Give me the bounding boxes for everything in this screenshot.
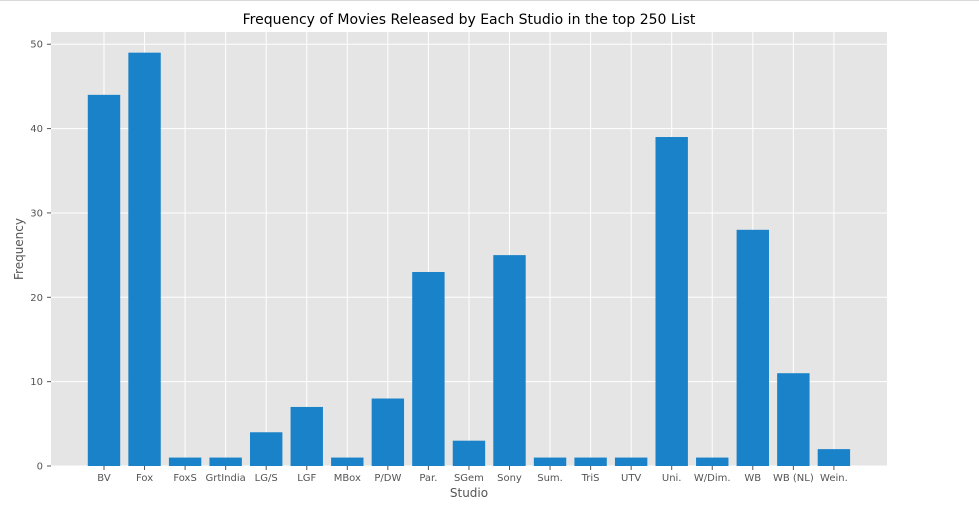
x-tick-label: WB — [744, 473, 761, 484]
bar-lg-s — [250, 432, 283, 466]
x-tick-label: Sony — [497, 473, 522, 484]
x-tick-label: LGF — [297, 473, 316, 484]
x-tick-label: P/DW — [374, 473, 401, 484]
x-tick-label: TriS — [581, 473, 600, 484]
y-tick-label: 20 — [30, 293, 43, 304]
y-tick-label: 10 — [30, 377, 43, 388]
bar-grtindia — [209, 457, 242, 466]
bar-lgf — [290, 406, 323, 466]
x-tick-label: Uni. — [662, 473, 682, 484]
top-rule — [0, 0, 979, 1]
x-tick-label: FoxS — [173, 473, 196, 484]
bar-bv — [87, 94, 121, 466]
chart-title: Frequency of Movies Released by Each Stu… — [243, 12, 696, 28]
bar-sony — [493, 255, 526, 466]
x-tick-label: Sum. — [537, 473, 563, 484]
bar-uni — [655, 137, 688, 467]
bar-wein — [817, 449, 851, 466]
x-tick-label: Fox — [136, 473, 153, 484]
bar-wb — [736, 229, 769, 466]
bar-par — [412, 271, 445, 466]
y-tick-label: 30 — [30, 208, 43, 219]
x-tick-label: GrtIndia — [205, 473, 245, 484]
y-axis-ticks: 0 10 20 30 40 50 — [30, 40, 51, 473]
y-tick-label: 40 — [30, 124, 43, 135]
x-tick-label: LG/S — [255, 473, 278, 484]
bars — [87, 52, 851, 467]
bar-sum — [533, 457, 567, 466]
x-tick-label: SGem — [454, 473, 484, 484]
x-tick-label: BV — [97, 473, 111, 484]
x-tick-label: UTV — [621, 473, 641, 484]
bar-wb-nl — [777, 373, 810, 466]
bar-utv — [614, 457, 648, 466]
bar-p-dw — [371, 398, 405, 466]
bar-sgem — [452, 440, 486, 466]
bar-tris — [574, 457, 607, 466]
y-axis-label: Frequency — [12, 218, 26, 280]
x-tick-label: MBox — [334, 473, 361, 484]
x-tick-label: Par. — [419, 473, 437, 484]
bar-w-dim — [696, 457, 729, 466]
y-tick-label: 50 — [30, 40, 43, 51]
x-axis-ticks: BV Fox FoxS GrtIndia LG/S LGF MBox P/DW Par. SGem… — [97, 466, 848, 484]
x-tick-label: WB (NL) — [773, 473, 814, 484]
y-tick-label: 0 — [37, 462, 43, 473]
bar-fox — [128, 52, 161, 467]
bar-foxs — [168, 457, 202, 466]
x-tick-label: Wein. — [820, 473, 848, 484]
bar-mbox — [331, 457, 364, 466]
x-tick-label: W/Dim. — [694, 473, 731, 484]
x-axis-label: Studio — [450, 486, 488, 500]
